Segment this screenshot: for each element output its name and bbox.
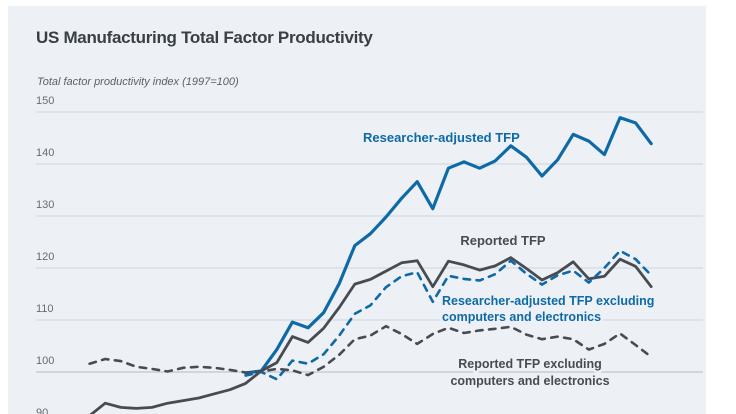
series-label-0: Researcher-adjusted TFP [363,130,520,145]
series-line-3-reported-tfp-excluding-computers-and-ele [88,324,653,377]
y-tick-label-130: 130 [36,199,54,211]
y-tick-label-150: 150 [36,95,54,107]
series-line-0-researcher-adjusted-tfp [244,116,653,375]
series-line-2-researcher-adjusted-tfp-excluding-comput [244,249,653,381]
series-label-2-line1: Researcher-adjusted TFP excluding [442,294,654,308]
series-label-3-line1: Reported TFP excluding [458,357,602,371]
y-tick-label-90: 90 [36,407,48,414]
series-label-1: Reported TFP [460,233,546,248]
series-line-1-reported-tfp [89,256,653,414]
y-tick-label-140: 140 [36,147,54,159]
chart-y-axis-caption: Total factor productivity index (1997=10… [37,76,239,88]
series-label-2-line2: computers and electronics [442,310,601,324]
chart-card [8,6,706,414]
y-tick-label-120: 120 [36,251,54,263]
y-tick-label-100: 100 [36,355,54,367]
series-label-3-line2: computers and electronics [450,374,609,388]
chart-title: US Manufacturing Total Factor Productivi… [36,28,373,47]
y-tick-label-110: 110 [36,303,54,315]
